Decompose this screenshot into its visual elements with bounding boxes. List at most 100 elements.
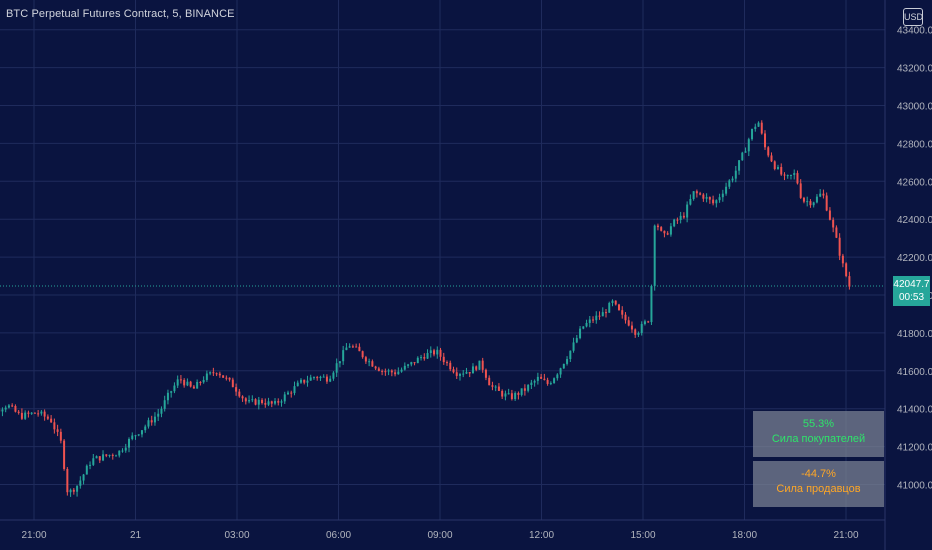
candle-body: [423, 357, 426, 359]
candle-body: [536, 376, 539, 381]
candle-body: [235, 387, 238, 392]
candle-body: [556, 374, 559, 379]
candle-body: [624, 314, 627, 321]
candle-body: [27, 412, 30, 414]
candle-body: [793, 173, 796, 175]
x-tick-label: 12:00: [529, 530, 554, 541]
candle-body: [33, 412, 36, 414]
candle-body: [59, 431, 62, 441]
candle-body: [734, 170, 737, 179]
candle-body: [621, 310, 624, 315]
y-tick-label: 42400.0: [897, 215, 932, 226]
candle-body: [429, 350, 432, 354]
sellers-label: Сила продавцов: [776, 483, 861, 495]
candle-body: [264, 403, 267, 405]
candle-body: [764, 133, 767, 148]
candle-body: [439, 349, 442, 357]
candle-body: [815, 196, 818, 203]
candle-body: [115, 455, 118, 457]
candle-body: [789, 174, 792, 176]
candle-body: [205, 373, 208, 380]
candle-body: [663, 230, 666, 234]
candle-body: [218, 373, 221, 376]
candle-body: [832, 219, 835, 228]
candle-body: [553, 378, 556, 384]
candle-body: [546, 379, 549, 384]
candle-body: [43, 411, 46, 417]
candle-body: [494, 386, 497, 388]
currency-button[interactable]: USD: [903, 8, 923, 26]
candle-body: [660, 227, 663, 231]
candle-body: [215, 373, 218, 375]
candle-body: [274, 401, 277, 404]
candle-body: [572, 342, 575, 351]
candle-body: [309, 377, 312, 381]
candle-body: [686, 204, 689, 218]
candle-body: [838, 237, 841, 256]
candle-body: [170, 391, 173, 393]
candle-body: [280, 401, 283, 403]
candle-body: [186, 381, 189, 386]
candle-body: [822, 193, 825, 196]
candle-body: [747, 139, 750, 152]
candle-body: [166, 392, 169, 401]
candle-body: [835, 227, 838, 238]
candle-body: [575, 338, 578, 343]
candle-body: [783, 174, 786, 176]
candle-body: [708, 197, 711, 200]
candle-body: [37, 413, 40, 415]
candle-body: [780, 166, 783, 175]
candle-body: [358, 346, 361, 352]
candle-body: [640, 324, 643, 333]
candle-body: [741, 152, 744, 161]
candle-body: [410, 362, 413, 365]
time-axis[interactable]: 21:00 21 03:00 06:00 09:00 12:00 15:00 18:00 21:…: [0, 519, 885, 541]
candle-body: [481, 360, 484, 370]
symbol-title[interactable]: BTC Perpetual Futures Contract, 5, BINAN…: [6, 8, 235, 20]
candle-body: [244, 398, 247, 402]
candle-body: [332, 372, 335, 379]
candle-body: [809, 201, 812, 206]
candle-body: [290, 392, 293, 394]
candle-body: [384, 371, 387, 373]
candle-body: [105, 454, 108, 456]
candle-body: [455, 372, 458, 376]
candle-body: [468, 372, 471, 374]
candle-body: [426, 353, 429, 359]
x-tick-label: 21: [130, 530, 142, 541]
candle-body: [715, 200, 718, 204]
x-tick-label: 18:00: [732, 530, 757, 541]
candle-body: [407, 364, 410, 366]
candle-body: [209, 372, 212, 374]
candle-body: [702, 194, 705, 199]
candle-body: [653, 225, 656, 286]
candle-body: [562, 363, 565, 369]
candle-body: [69, 489, 72, 493]
candle-body: [312, 377, 315, 379]
candle-body: [394, 372, 397, 375]
candle-body: [20, 412, 23, 419]
candle-body: [666, 233, 669, 235]
candle-body: [514, 393, 517, 400]
price-axis[interactable]: 41000.041200.041400.041600.041800.042000…: [884, 0, 932, 550]
candle-body: [85, 465, 88, 475]
candle-body: [520, 388, 523, 395]
candle-body: [293, 386, 296, 394]
candle-body: [56, 429, 59, 432]
candle-body: [673, 219, 676, 227]
candle-body: [416, 357, 419, 364]
sellers-percent: -44.7%: [801, 468, 836, 480]
candle-body: [637, 332, 640, 335]
y-tick-label: 41600.0: [897, 367, 932, 378]
candle-body: [108, 454, 111, 456]
candle-body: [458, 373, 461, 376]
candle-body: [53, 422, 56, 430]
candle-body: [306, 380, 309, 383]
candle-body: [475, 366, 478, 370]
candle-body: [491, 385, 494, 387]
candle-body: [261, 399, 264, 404]
candle-body: [738, 160, 741, 171]
candle-body: [744, 151, 747, 153]
